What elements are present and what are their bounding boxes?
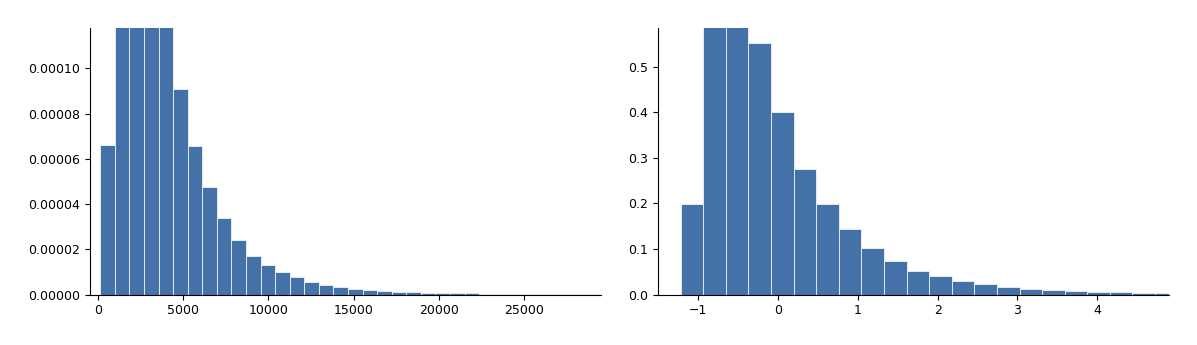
Bar — [1043, 290, 1064, 295]
Bar — [1155, 293, 1178, 295]
Bar — [363, 290, 377, 295]
Bar — [188, 146, 202, 295]
Bar — [158, 0, 174, 295]
Bar — [748, 42, 771, 295]
Bar — [704, 0, 725, 295]
Bar — [771, 112, 794, 295]
Bar — [725, 0, 748, 295]
Bar — [479, 294, 493, 295]
Bar — [391, 292, 406, 295]
Bar — [450, 294, 464, 295]
Bar — [509, 294, 523, 295]
Bar — [862, 248, 883, 295]
Bar — [839, 229, 862, 295]
Bar — [275, 272, 290, 295]
Bar — [318, 285, 334, 295]
Bar — [304, 282, 318, 295]
Bar — [436, 293, 450, 295]
Bar — [929, 276, 952, 295]
Bar — [816, 204, 839, 295]
Bar — [174, 89, 188, 295]
Bar — [217, 218, 231, 295]
Bar — [974, 284, 997, 295]
Bar — [129, 0, 144, 295]
Bar — [952, 281, 974, 295]
Bar — [202, 187, 217, 295]
Bar — [348, 289, 363, 295]
Bar — [245, 256, 261, 295]
Bar — [1064, 291, 1087, 295]
Bar — [794, 169, 816, 295]
Bar — [523, 294, 537, 295]
Bar — [681, 204, 704, 295]
Bar — [493, 294, 509, 295]
Bar — [144, 0, 158, 295]
Bar — [290, 277, 304, 295]
Bar — [231, 240, 245, 295]
Bar — [101, 145, 115, 295]
Bar — [883, 261, 906, 295]
Bar — [115, 0, 129, 295]
Bar — [552, 294, 566, 295]
Bar — [1087, 292, 1110, 295]
Bar — [1178, 293, 1197, 295]
Bar — [1110, 292, 1132, 295]
Bar — [261, 265, 275, 295]
Bar — [464, 294, 479, 295]
Bar — [997, 287, 1020, 295]
Bar — [334, 286, 348, 295]
Bar — [906, 271, 929, 295]
Bar — [1020, 289, 1043, 295]
Bar — [1132, 293, 1155, 295]
Bar — [377, 290, 391, 295]
Bar — [406, 292, 421, 295]
Bar — [421, 293, 436, 295]
